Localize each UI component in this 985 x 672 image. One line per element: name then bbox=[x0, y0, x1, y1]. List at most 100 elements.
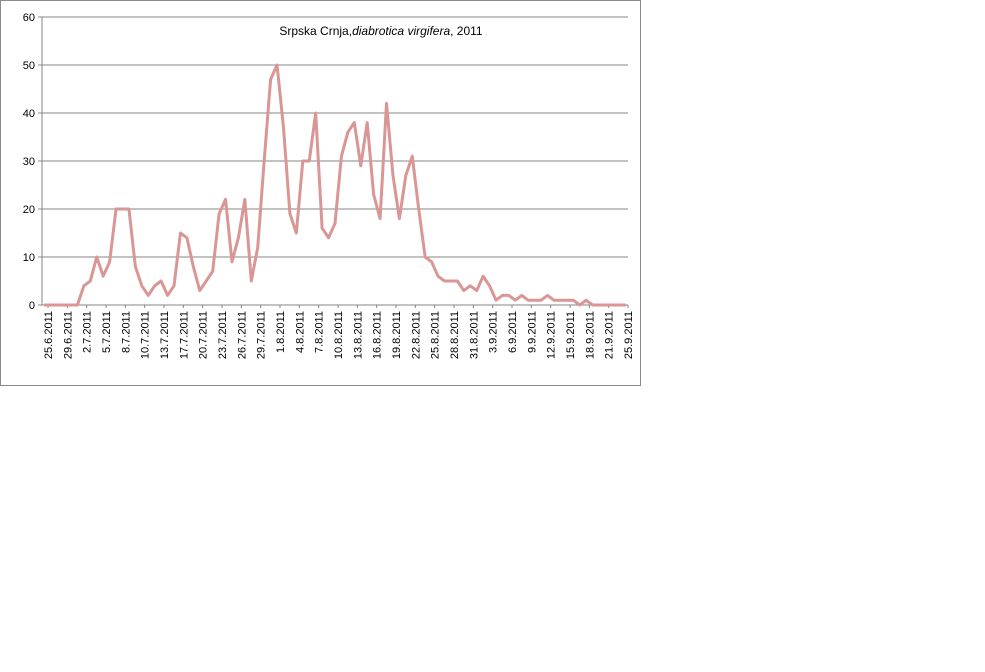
data-point bbox=[179, 232, 181, 234]
data-point bbox=[488, 285, 490, 287]
data-point bbox=[282, 126, 284, 128]
x-tick-label: 12.9.2011 bbox=[546, 311, 558, 359]
data-point bbox=[559, 299, 561, 301]
x-tick-label: 19.8.2011 bbox=[391, 311, 403, 359]
x-tick-label: 22.8.2011 bbox=[410, 311, 422, 359]
data-point bbox=[398, 217, 400, 219]
y-tick-label: 50 bbox=[23, 60, 35, 72]
data-point bbox=[199, 289, 201, 291]
data-point bbox=[585, 299, 587, 301]
data-point bbox=[405, 174, 407, 176]
data-point bbox=[50, 304, 52, 306]
data-point bbox=[418, 208, 420, 210]
data-point bbox=[237, 237, 239, 239]
data-point bbox=[121, 208, 123, 210]
x-tick-label: 16.8.2011 bbox=[372, 311, 384, 359]
chart-title-plain: Srpska Crnja, bbox=[279, 24, 352, 38]
data-point bbox=[443, 280, 445, 282]
data-point bbox=[598, 304, 600, 306]
data-point bbox=[70, 304, 72, 306]
x-tick-label: 6.9.2011 bbox=[507, 311, 519, 353]
data-point bbox=[540, 299, 542, 301]
data-point bbox=[463, 289, 465, 291]
y-tick-label: 0 bbox=[29, 300, 35, 312]
data-point bbox=[514, 299, 516, 301]
data-point bbox=[257, 246, 259, 248]
x-tick-label: 26.7.2011 bbox=[236, 311, 248, 359]
data-point bbox=[244, 198, 246, 200]
data-point bbox=[392, 174, 394, 176]
chart-title-italic: diabrotica virgifera bbox=[352, 24, 450, 38]
data-point bbox=[591, 304, 593, 306]
y-tick-label: 10 bbox=[23, 252, 35, 264]
data-point bbox=[295, 232, 297, 234]
data-point bbox=[327, 237, 329, 239]
x-tick-label: 25.8.2011 bbox=[430, 311, 442, 359]
data-point bbox=[604, 304, 606, 306]
data-point bbox=[366, 121, 368, 123]
data-point bbox=[308, 160, 310, 162]
data-point bbox=[334, 222, 336, 224]
chart-title: Srpska Crnja,diabrotica virgifera, 2011 bbox=[279, 24, 483, 38]
x-tick-label: 8.7.2011 bbox=[120, 311, 132, 353]
data-point bbox=[173, 285, 175, 287]
gridlines bbox=[42, 16, 628, 258]
x-tick-label: 2.7.2011 bbox=[82, 311, 94, 353]
line-chart: 0 10 20 30 40 50 60 25.6.2011 29.6.2011 2.7.2011… bbox=[23, 12, 635, 359]
y-tick-label: 60 bbox=[23, 12, 35, 24]
series bbox=[43, 63, 627, 307]
data-point bbox=[385, 102, 387, 104]
data-point bbox=[424, 256, 426, 258]
data-point bbox=[115, 208, 117, 210]
x-tick-label: 10.8.2011 bbox=[333, 311, 345, 359]
data-point bbox=[76, 304, 78, 306]
x-tick-label: 29.6.2011 bbox=[62, 311, 74, 359]
data-point bbox=[276, 64, 278, 66]
data-point bbox=[153, 285, 155, 287]
data-point bbox=[450, 280, 452, 282]
data-point bbox=[340, 155, 342, 157]
data-point bbox=[108, 261, 110, 263]
x-axis-ticks: 25.6.2011 29.6.2011 2.7.2011 5.7.2011 8.7.20… bbox=[43, 305, 635, 359]
data-point bbox=[302, 160, 304, 162]
data-point bbox=[360, 165, 362, 167]
data-point bbox=[63, 304, 65, 306]
data-point bbox=[347, 131, 349, 133]
data-point bbox=[372, 193, 374, 195]
data-point bbox=[289, 213, 291, 215]
data-point bbox=[533, 299, 535, 301]
data-point bbox=[141, 285, 143, 287]
data-point bbox=[508, 294, 510, 296]
data-point bbox=[269, 78, 271, 80]
data-point bbox=[89, 280, 91, 282]
x-tick-label: 10.7.2011 bbox=[140, 311, 152, 359]
data-point bbox=[566, 299, 568, 301]
data-point bbox=[521, 294, 523, 296]
data-point bbox=[211, 270, 213, 272]
data-point bbox=[437, 275, 439, 277]
data-point bbox=[134, 265, 136, 267]
data-point bbox=[572, 299, 574, 301]
y-tick-label: 30 bbox=[23, 156, 35, 168]
x-tick-label: 15.9.2011 bbox=[565, 311, 577, 359]
series-line bbox=[43, 63, 627, 307]
data-point bbox=[624, 304, 626, 306]
x-tick-label: 31.8.2011 bbox=[468, 311, 480, 359]
chart-frame: 0 10 20 30 40 50 60 25.6.2011 29.6.2011 2.7.2011… bbox=[0, 0, 641, 386]
data-point bbox=[546, 294, 548, 296]
data-point bbox=[482, 275, 484, 277]
x-tick-label: 25.6.2011 bbox=[43, 311, 55, 359]
x-tick-label: 13.7.2011 bbox=[159, 311, 171, 359]
x-tick-label: 17.7.2011 bbox=[178, 311, 190, 359]
data-point bbox=[96, 256, 98, 258]
x-tick-label: 21.9.2011 bbox=[604, 311, 616, 359]
data-point bbox=[102, 275, 104, 277]
x-tick-label: 4.8.2011 bbox=[294, 311, 306, 353]
data-point bbox=[611, 304, 613, 306]
data-point bbox=[250, 280, 252, 282]
data-point bbox=[617, 304, 619, 306]
data-point bbox=[430, 261, 432, 263]
data-point bbox=[379, 217, 381, 219]
x-tick-label: 1.8.2011 bbox=[275, 311, 287, 353]
chart-title-suffix: , 2011 bbox=[450, 24, 483, 38]
